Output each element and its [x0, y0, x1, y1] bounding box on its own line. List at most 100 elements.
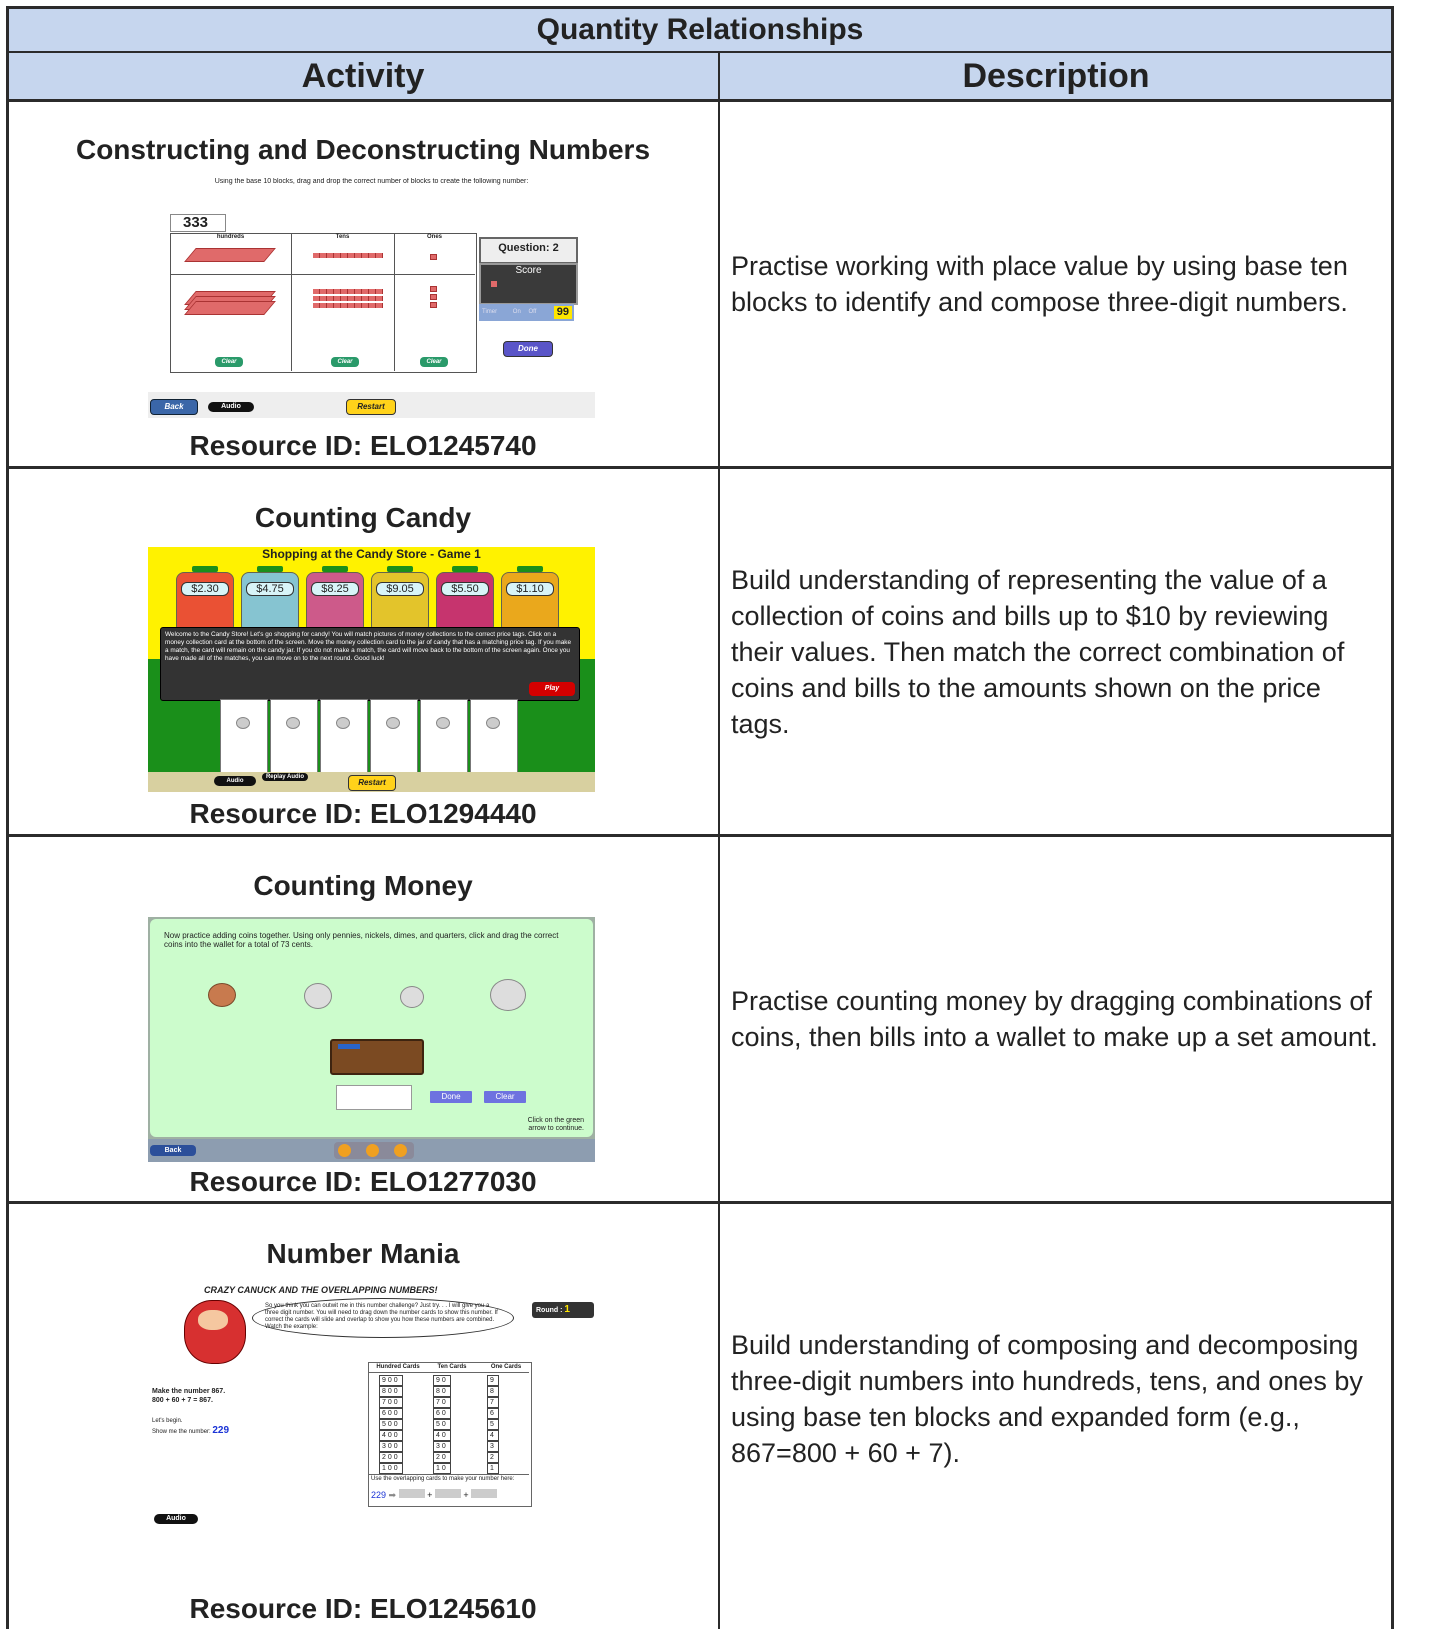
- restart-button: Restart: [348, 775, 396, 791]
- clear-button: Clear: [420, 357, 448, 367]
- description: Practise counting money by dragging comb…: [731, 837, 1386, 1201]
- card-table: Hundred Cards Ten Cards One Cards 900 90 9 800…: [368, 1362, 532, 1507]
- activity-title: Counting Candy: [254, 502, 472, 533]
- activity-title: Counting Money: [253, 870, 473, 901]
- begin: Let's begin.: [152, 1418, 183, 1424]
- money-card: [470, 699, 518, 781]
- plus: +: [427, 1490, 433, 1500]
- timer-label: Timer: [482, 309, 498, 315]
- border: [1391, 6, 1394, 1629]
- penny: [208, 983, 236, 1007]
- instruction: Using the base 10 blocks, drag and drop …: [214, 178, 529, 185]
- resource-id: Resource ID: ELO1245610: [189, 1593, 537, 1624]
- expanded-form: 800 + 60 + 7 = 867.: [152, 1397, 213, 1404]
- number-card: 100: [379, 1463, 403, 1474]
- description-text: Build understanding of composing and dec…: [731, 1330, 1363, 1468]
- number-card: 5: [487, 1419, 499, 1430]
- number-card: 400: [379, 1430, 403, 1441]
- price-tag: $5.50: [441, 582, 489, 596]
- wallet: [330, 1039, 424, 1075]
- speech-text: So you think you can outwit me in this n…: [265, 1303, 498, 1330]
- screenshot: Using the base 10 blocks, drag and drop …: [148, 178, 595, 418]
- replay-button: Replay Audio: [262, 773, 308, 781]
- round-box: Round : 1: [532, 1302, 594, 1318]
- grid-divider: [291, 233, 292, 371]
- one-cube: [430, 302, 437, 308]
- example: Make the number 867.: [152, 1388, 226, 1395]
- audio-toggle: Audio: [208, 402, 254, 412]
- one-cube: [430, 254, 437, 260]
- resource-id: Resource ID: ELO1294440: [189, 798, 537, 829]
- number-card: 800: [379, 1386, 403, 1397]
- sound-button: [394, 1144, 407, 1157]
- target-number: 333: [170, 214, 226, 232]
- number-card: 50: [433, 1419, 451, 1430]
- money-card: [420, 699, 468, 781]
- number-card: 900: [379, 1375, 403, 1386]
- number-card: 600: [379, 1408, 403, 1419]
- ten-rod: [313, 303, 383, 308]
- timer-bar: Timer On Off 99: [479, 304, 574, 321]
- answer-slot: [434, 1489, 461, 1498]
- one-cube: [430, 286, 437, 292]
- price-tag: $2.30: [181, 582, 229, 596]
- use-cards: Use the overlapping cards to make your n…: [369, 1474, 529, 1484]
- column-label: Tens: [335, 234, 350, 240]
- border: [6, 834, 1394, 837]
- hundred-flat: [184, 248, 276, 262]
- dime: [400, 986, 424, 1008]
- resource-id: Resource ID: ELO1245740: [189, 430, 537, 461]
- border: [6, 1201, 1394, 1204]
- timer-value: 99: [553, 306, 572, 319]
- done-button: Done: [430, 1091, 472, 1103]
- nickel: [304, 983, 332, 1009]
- hundred-flat: [184, 301, 276, 315]
- number-card: 4: [487, 1430, 499, 1441]
- price-tag: $4.75: [246, 582, 294, 596]
- number-card: 70: [433, 1397, 451, 1408]
- border: [6, 466, 1394, 469]
- ten-rod: [313, 289, 383, 294]
- table-title: Quantity Relationships: [7, 7, 1393, 52]
- money-card: [320, 699, 368, 781]
- number-card: 7: [487, 1397, 499, 1408]
- coin: [336, 717, 350, 729]
- number-card: 30: [433, 1441, 451, 1452]
- question-box: Question: 2: [479, 237, 578, 264]
- money-card: [370, 699, 418, 781]
- number-card: 2: [487, 1452, 499, 1463]
- column-label: Ones: [426, 234, 442, 240]
- quarter: [490, 979, 526, 1011]
- game-title: CRAZY CANUCK AND THE OVERLAPPING NUMBERS…: [204, 1285, 438, 1295]
- prompt: Show me the number: 229: [152, 1425, 229, 1436]
- number-card: 20: [433, 1452, 451, 1463]
- number-card: 40: [433, 1430, 451, 1441]
- money-card: [220, 699, 268, 781]
- done-button: Done: [503, 341, 553, 357]
- answer-input: [336, 1085, 412, 1110]
- audio-toggle: Audio: [214, 776, 256, 786]
- clear-button: Clear: [215, 357, 243, 367]
- ten-rod: [313, 296, 383, 301]
- dialog-text: Welcome to the Candy Store! Let's go sho…: [165, 631, 572, 662]
- clear-button: Clear: [331, 357, 359, 367]
- border: [718, 52, 720, 1629]
- answer-number: 229: [371, 1490, 387, 1500]
- jar-lid: [517, 566, 543, 572]
- activity-title: Number Mania: [266, 1238, 460, 1269]
- description: Build understanding of representing the …: [731, 469, 1386, 834]
- description-text: Build understanding of representing the …: [731, 564, 1345, 739]
- score-label: Score: [515, 265, 542, 276]
- coin: [236, 717, 250, 729]
- border: [6, 99, 1394, 102]
- target-number: 229: [212, 1425, 230, 1436]
- jar-lid: [257, 566, 283, 572]
- one-cube: [430, 294, 437, 300]
- description: Practise working with place value by usi…: [731, 102, 1386, 466]
- money-card: [270, 699, 318, 781]
- speech-bubble: So you think you can outwit me in this n…: [252, 1298, 514, 1338]
- answer-row: 229 ➡ + +: [371, 1489, 498, 1501]
- instruction: Now practice adding coins together. Usin…: [164, 931, 559, 949]
- score-block: [491, 281, 497, 287]
